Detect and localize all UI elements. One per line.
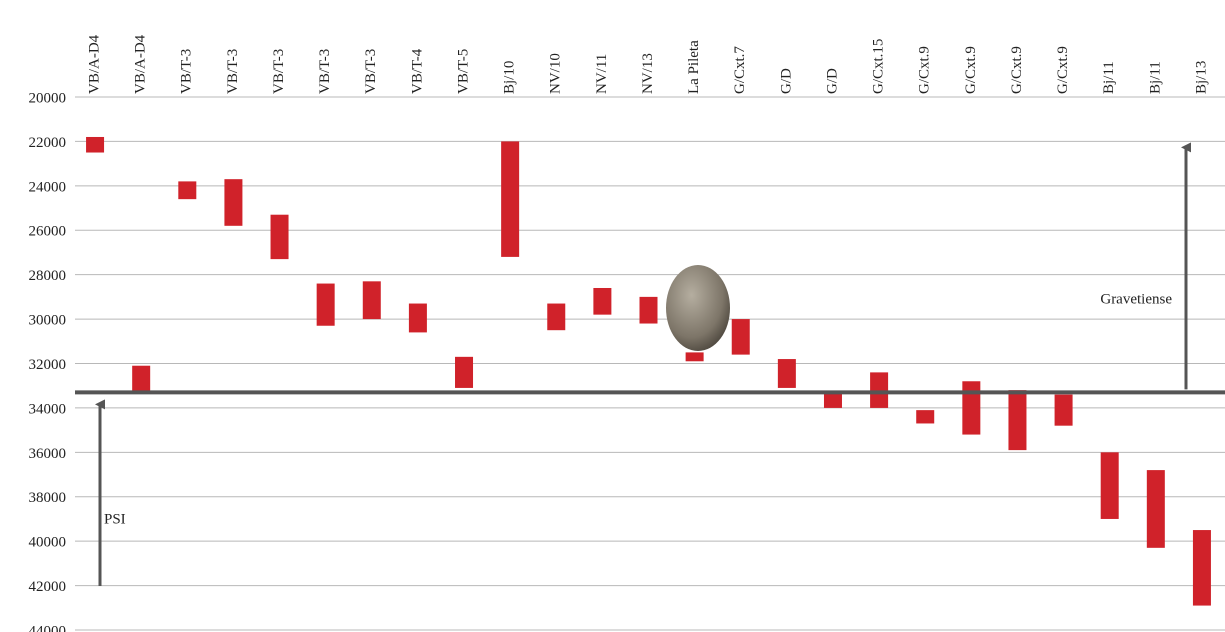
y-tick-label: 34000 [29,401,67,417]
x-tick-label: G/Cxt.7 [732,46,748,94]
bar [1100,452,1119,519]
x-tick-label: G/Cxt.9 [917,46,933,94]
bar [455,356,474,388]
x-tick-label: NV/11 [594,54,610,94]
x-tick-label: G/Cxt.9 [963,46,979,94]
y-tick-label: 36000 [29,446,67,462]
y-tick-label: 30000 [29,313,67,329]
x-tick-label: VB/T-3 [363,49,379,94]
x-tick-label: Bj/11 [1147,61,1163,94]
x-tick-label: VB/A-D4 [86,34,102,94]
y-tick-label: 26000 [29,224,67,240]
bar [270,214,289,260]
bar [1054,394,1073,426]
x-tick-label: La Pileta [686,40,702,94]
x-tick-label: VB/T-3 [179,49,195,94]
bar [593,287,612,315]
stone-image [666,265,730,351]
bar [362,281,381,320]
bar [1192,530,1211,606]
x-tick-label: NV/10 [548,53,564,94]
x-tick-label: NV/13 [640,53,656,94]
bar [1146,470,1165,548]
x-tick-label: VB/T-3 [271,49,287,94]
annotation: PSI [104,511,126,527]
bar [408,303,427,333]
x-tick-label: G/Cxt.9 [1009,46,1025,94]
y-tick-label: 40000 [29,535,67,551]
bar [870,372,889,408]
bar [777,359,796,388]
x-tick-label: Bj/10 [502,61,518,94]
bar [685,352,704,362]
bar [224,179,243,226]
y-tick-label: 44000 [29,623,67,632]
x-tick-label: VB/A-D4 [133,34,149,94]
x-tick-label: VB/T-4 [409,48,425,94]
y-tick-label: 42000 [29,579,67,595]
y-tick-label: 28000 [29,268,67,284]
y-tick-label: 38000 [29,490,67,506]
annotation: Gravetiense [1100,291,1172,307]
y-tick-label: 22000 [29,135,67,151]
bar [316,283,335,326]
x-tick-label: G/Cxt.9 [1055,46,1071,94]
y-tick-label: 32000 [29,357,67,373]
x-tick-label: VB/T-5 [455,49,471,94]
grid [75,96,1225,631]
y-tick-label: 24000 [29,179,67,195]
bar [132,365,151,393]
bar [86,136,105,153]
bar [1008,390,1027,451]
x-tick-label: Bj/11 [1101,61,1117,94]
bar [962,381,981,435]
x-tick-label: Bj/13 [1193,61,1209,94]
bar [916,410,935,424]
x-tick-label: G/D [824,68,840,94]
bar [178,181,197,200]
bar [639,296,658,324]
bar [823,392,842,408]
y-tick-label: 20000 [29,90,67,106]
x-tick-label: VB/T-3 [225,49,241,94]
x-tick-label: VB/T-3 [317,49,333,94]
bar [547,303,566,331]
bar [501,141,520,257]
x-tick-label: G/Cxt.15 [871,39,887,94]
bar [731,319,750,355]
x-tick-label: G/D [778,68,794,94]
